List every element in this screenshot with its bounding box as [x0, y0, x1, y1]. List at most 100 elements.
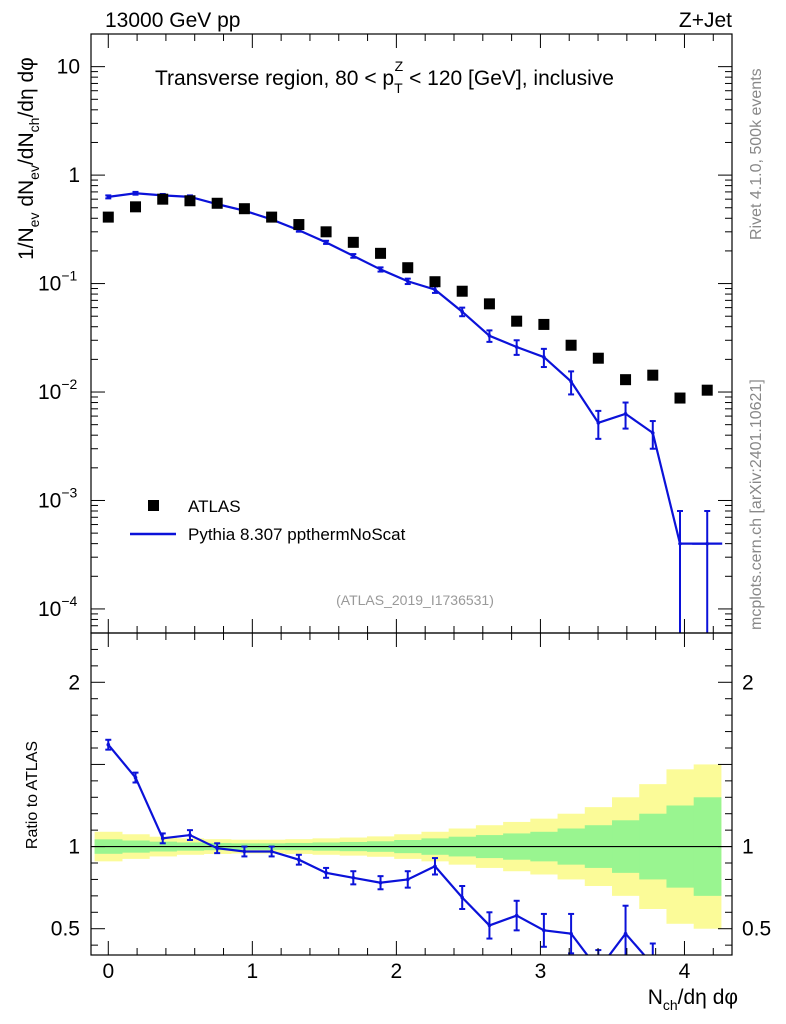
- main-y-axis-label: 1/Nev dNev/dNch/dη dφ: [15, 57, 42, 260]
- legend-atlas-marker: [148, 500, 159, 511]
- pythia-point: [133, 191, 138, 196]
- ratio-point: [405, 877, 410, 882]
- atlas-point: [483, 298, 495, 310]
- title-sup: Z: [395, 58, 404, 74]
- ratio-plot-frame: [90, 632, 733, 956]
- main-y-tick-label: 10−1: [38, 268, 78, 296]
- ratio-point: [569, 931, 573, 936]
- ratio-y-tick-label-right: 1: [742, 836, 754, 859]
- ratio-point: [433, 864, 437, 869]
- mcplots-label: mcplots.cern.ch [arXiv:2401.10621]: [748, 379, 765, 630]
- pythia-point: [705, 541, 710, 546]
- x-tick-label: 4: [679, 960, 691, 983]
- atlas-point: [347, 236, 359, 248]
- header-right-label: Z+Jet: [679, 9, 732, 32]
- title-sub: T: [394, 80, 403, 96]
- atlas-point: [647, 369, 659, 381]
- atlas-point: [102, 211, 114, 223]
- ratio-point: [487, 923, 492, 928]
- legend-pythia-label: Pythia 8.307 ppthermNoScat: [188, 525, 406, 544]
- ratio-point: [651, 963, 655, 967]
- atlas-point: [157, 193, 169, 205]
- main-y-tick-label: 1: [68, 164, 80, 187]
- ratio-y-tick-label-left: 1: [68, 836, 80, 859]
- pythia-point: [460, 309, 465, 314]
- ratio-plot-panel: 0.5 0.5 1 1 2 2 0 1 2 3 4 Ratio to ATLAS Nch/dη dφ: [24, 632, 771, 1013]
- rivet-label: Rivet 4.1.0, 500k events: [748, 68, 765, 240]
- pythia-point: [378, 267, 383, 272]
- ratio-point: [269, 849, 274, 854]
- pythia-point: [351, 254, 356, 258]
- ratio-y-axis-label: Ratio to ATLAS: [24, 741, 41, 849]
- ratio-point: [297, 857, 301, 862]
- ratio-point: [514, 913, 519, 918]
- header-left-label: 13000 GeV pp: [105, 9, 240, 32]
- atlas-point: [429, 276, 441, 288]
- ratio-point: [324, 871, 328, 875]
- pythia-point: [569, 379, 573, 384]
- main-y-tick-label: 10−2: [38, 376, 78, 404]
- pythia-point: [324, 240, 328, 245]
- atlas-point: [674, 392, 686, 404]
- ratio-point: [460, 895, 465, 900]
- main-y-tick-label: 10−3: [38, 484, 78, 512]
- main-y-tick-label: 10−4: [38, 593, 78, 621]
- ratio-point: [160, 836, 165, 841]
- x-tick-label: 2: [391, 960, 403, 983]
- atlas-point: [565, 339, 577, 351]
- atlas-point: [375, 247, 387, 259]
- title-pre: Transverse region, 80 < p: [155, 67, 394, 90]
- ratio-point: [215, 846, 219, 851]
- ratio-y-tick-label-right: 0.5: [742, 918, 771, 941]
- watermark: (ATLAS_2019_I1736531): [336, 592, 494, 608]
- title-post: < 120 [GeV], inclusive: [403, 67, 614, 90]
- x-tick-label: 3: [535, 960, 547, 983]
- atlas-point: [130, 201, 142, 213]
- pythia-point: [487, 333, 492, 338]
- atlas-point: [320, 226, 332, 238]
- atlas-point: [701, 384, 713, 396]
- pythia-point: [405, 279, 410, 284]
- atlas-point: [238, 203, 250, 215]
- ratio-point: [106, 742, 111, 747]
- pythia-point: [514, 345, 519, 349]
- atlas-point: [538, 318, 550, 330]
- main-plot-panel: 10 1 10−1 10−2 10−3 10−4 Transverse region, 8…: [15, 33, 733, 634]
- pythia-point: [433, 287, 437, 292]
- ratio-point: [133, 775, 138, 780]
- ratio-point: [378, 880, 383, 885]
- ratio-y-tick-label-right: 2: [742, 671, 754, 694]
- svg-text:Transverse region, 80 < pTZ <: Transverse region, 80 < pTZ < 120 [GeV],…: [155, 58, 614, 96]
- atlas-point: [592, 352, 604, 364]
- legend-atlas-label: ATLAS: [188, 497, 241, 516]
- ratio-y-tick-label-left: 2: [68, 671, 80, 694]
- x-tick-label: 0: [102, 960, 114, 983]
- pythia-point: [542, 355, 546, 359]
- pythia-line: [108, 192, 708, 545]
- pythia-point: [623, 411, 628, 416]
- ratio-point: [351, 875, 356, 880]
- ratio-y-tick-label-left: 0.5: [51, 918, 80, 941]
- x-tick-label: 1: [246, 960, 258, 983]
- main-y-tick-label: 10: [57, 56, 80, 79]
- atlas-point: [402, 262, 414, 274]
- atlas-point: [456, 285, 468, 297]
- ratio-point: [188, 833, 192, 837]
- pythia-point: [596, 421, 601, 425]
- atlas-point: [511, 315, 523, 327]
- atlas-point: [211, 197, 223, 209]
- atlas-point: [293, 219, 305, 231]
- ratio-point: [623, 931, 628, 936]
- pythia-point: [678, 541, 682, 546]
- pythia-point: [650, 431, 655, 435]
- ratio-point: [242, 849, 247, 854]
- atlas-point: [184, 195, 196, 207]
- atlas-point: [266, 211, 278, 223]
- ratio-point: [542, 928, 546, 933]
- pythia-point: [106, 195, 111, 199]
- ratio-point: [597, 968, 601, 972]
- x-axis-label: Nch/dη dφ: [648, 986, 738, 1013]
- atlas-point: [620, 374, 632, 386]
- main-title: Transverse region, 80 < pTZ < 120 [GeV],…: [155, 58, 614, 96]
